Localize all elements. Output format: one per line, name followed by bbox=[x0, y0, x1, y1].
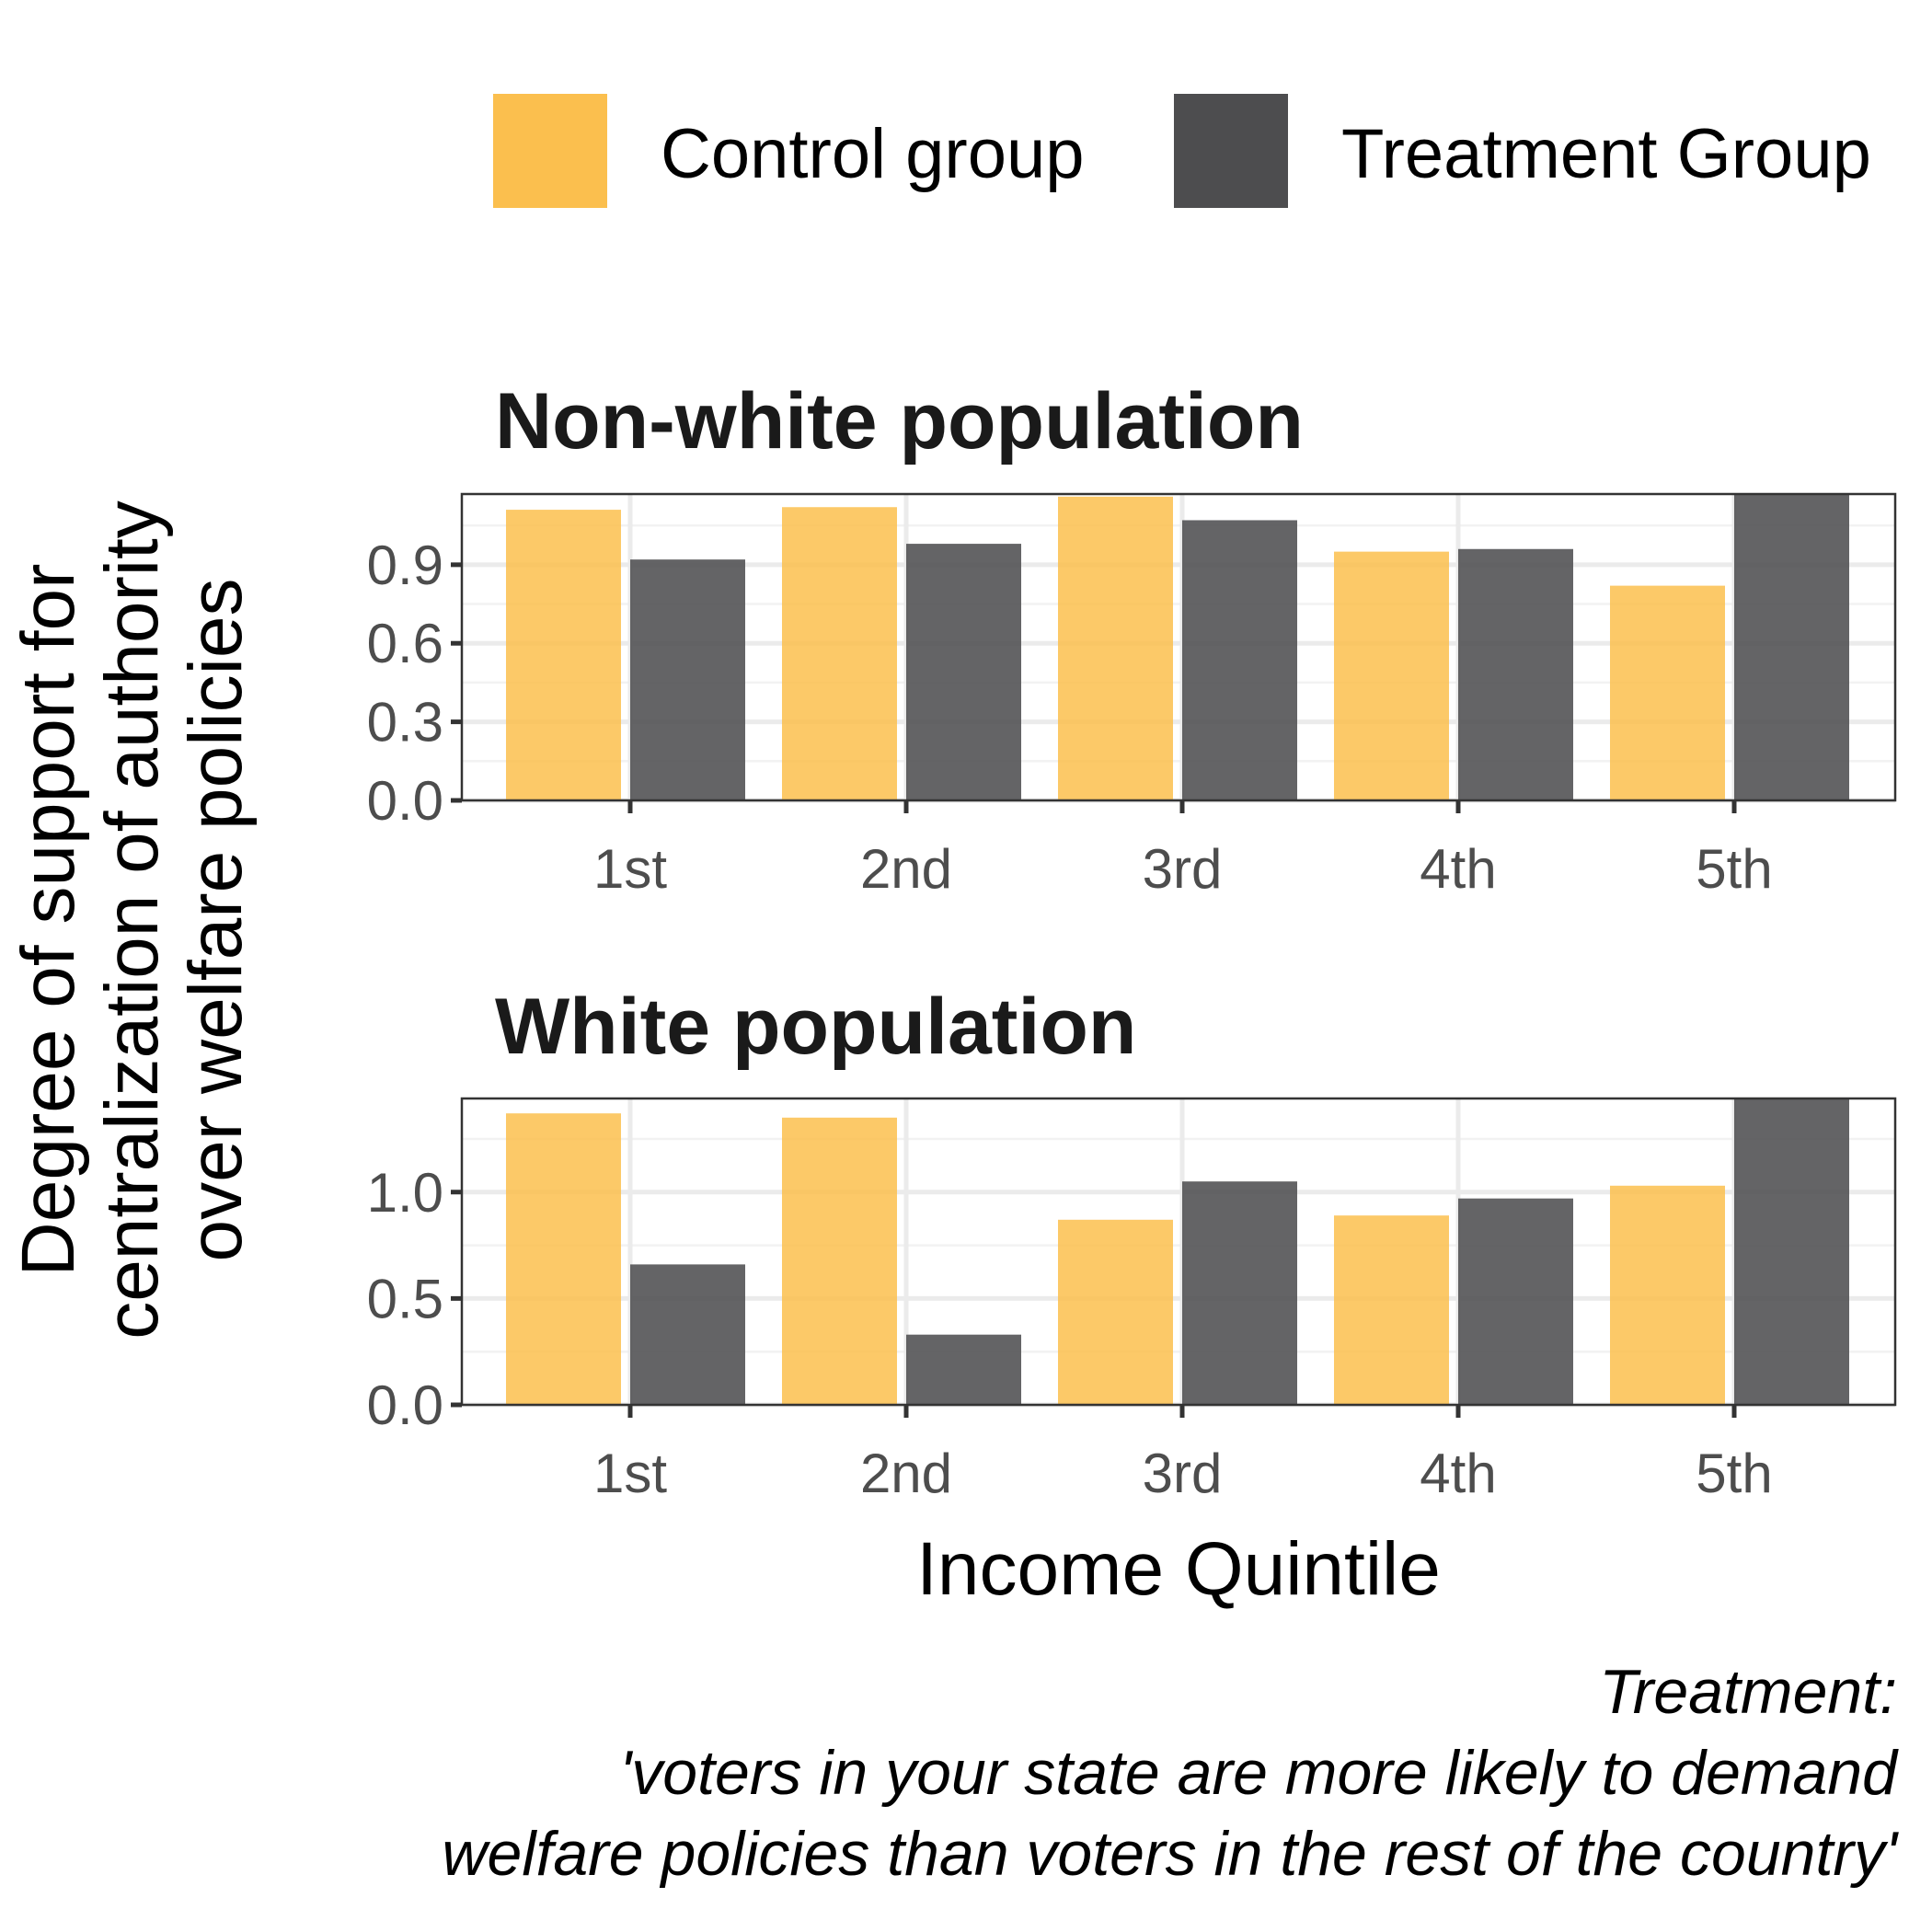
x-tick-label: 5th bbox=[1696, 838, 1772, 900]
x-tick-label: 3rd bbox=[1143, 838, 1223, 900]
legend-label-treatment: Treatment Group bbox=[1341, 115, 1871, 193]
bar-treatment-2nd bbox=[906, 1334, 1021, 1405]
bar-treatment-3rd bbox=[1182, 1181, 1297, 1405]
bar-control-5th bbox=[1610, 1185, 1725, 1405]
bar-treatment-1st bbox=[630, 559, 745, 800]
bar-control-3rd bbox=[1058, 1219, 1173, 1405]
legend-swatch-control bbox=[493, 94, 607, 208]
bar-control-5th bbox=[1610, 585, 1725, 800]
caption-line-3: welfare policies than voters in the rest… bbox=[442, 1819, 1899, 1889]
y-tick-label: 1.0 bbox=[367, 1162, 443, 1224]
panel-title-nonwhite: Non-white population bbox=[495, 377, 1304, 466]
bar-treatment-2nd bbox=[906, 544, 1021, 800]
x-tick-label: 5th bbox=[1696, 1443, 1772, 1504]
caption-line-2: 'voters in your state are more likely to… bbox=[619, 1738, 1899, 1808]
caption-line-1: Treatment: bbox=[1599, 1657, 1897, 1727]
bar-control-2nd bbox=[782, 507, 897, 800]
caption: Treatment: 'voters in your state are mor… bbox=[442, 1657, 1899, 1889]
legend-label-control: Control group bbox=[661, 115, 1085, 193]
x-tick-label: 2nd bbox=[860, 1443, 952, 1504]
x-tick-label: 1st bbox=[593, 1443, 667, 1504]
bar-treatment-5th bbox=[1734, 1098, 1849, 1405]
x-tick-label: 4th bbox=[1420, 838, 1496, 900]
bar-control-1st bbox=[506, 1113, 621, 1405]
y-axis-title-line-1: Degree of support for bbox=[6, 564, 90, 1277]
panel-title-white: White population bbox=[495, 983, 1136, 1071]
bar-treatment-3rd bbox=[1182, 520, 1297, 800]
bar-control-3rd bbox=[1058, 496, 1173, 800]
bar-control-2nd bbox=[782, 1117, 897, 1405]
y-axis-title-line-3: over welfare policies bbox=[174, 579, 258, 1262]
x-tick-label: 1st bbox=[593, 838, 667, 900]
y-tick-label: 0.5 bbox=[367, 1268, 443, 1329]
panel-white: 0.0 0.5 1.0 1st 2nd 3rd 4th 5th bbox=[367, 1097, 1897, 1504]
bar-control-4th bbox=[1334, 1215, 1449, 1405]
x-tick-label: 4th bbox=[1420, 1443, 1496, 1504]
legend-swatch-treatment bbox=[1174, 94, 1288, 208]
y-tick-label: 0.6 bbox=[367, 613, 443, 674]
y-axis-title: Degree of support for centralization of … bbox=[6, 500, 258, 1340]
y-tick-label: 0.0 bbox=[367, 1374, 443, 1436]
x-tick-label: 2nd bbox=[860, 838, 952, 900]
x-axis-title: Income Quintile bbox=[916, 1527, 1441, 1611]
bar-treatment-5th bbox=[1734, 494, 1849, 800]
bar-treatment-1st bbox=[630, 1264, 745, 1405]
bar-treatment-4th bbox=[1458, 1198, 1573, 1405]
y-tick-label: 0.0 bbox=[367, 770, 443, 832]
panel-border bbox=[460, 492, 1897, 802]
panel-nonwhite: 0.0 0.3 0.6 0.9 1st 2nd 3rd 4th 5th bbox=[367, 492, 1897, 900]
bar-control-4th bbox=[1334, 551, 1449, 800]
y-tick-label: 0.9 bbox=[367, 535, 443, 596]
x-tick-label: 3rd bbox=[1143, 1443, 1223, 1504]
bar-treatment-4th bbox=[1458, 548, 1573, 800]
y-tick-label: 0.3 bbox=[367, 692, 443, 753]
y-axis-title-line-2: centralization of authority bbox=[90, 500, 174, 1340]
panel-border bbox=[460, 1097, 1897, 1407]
bar-control-1st bbox=[506, 510, 621, 800]
legend: Control group Treatment Group bbox=[493, 94, 1871, 208]
